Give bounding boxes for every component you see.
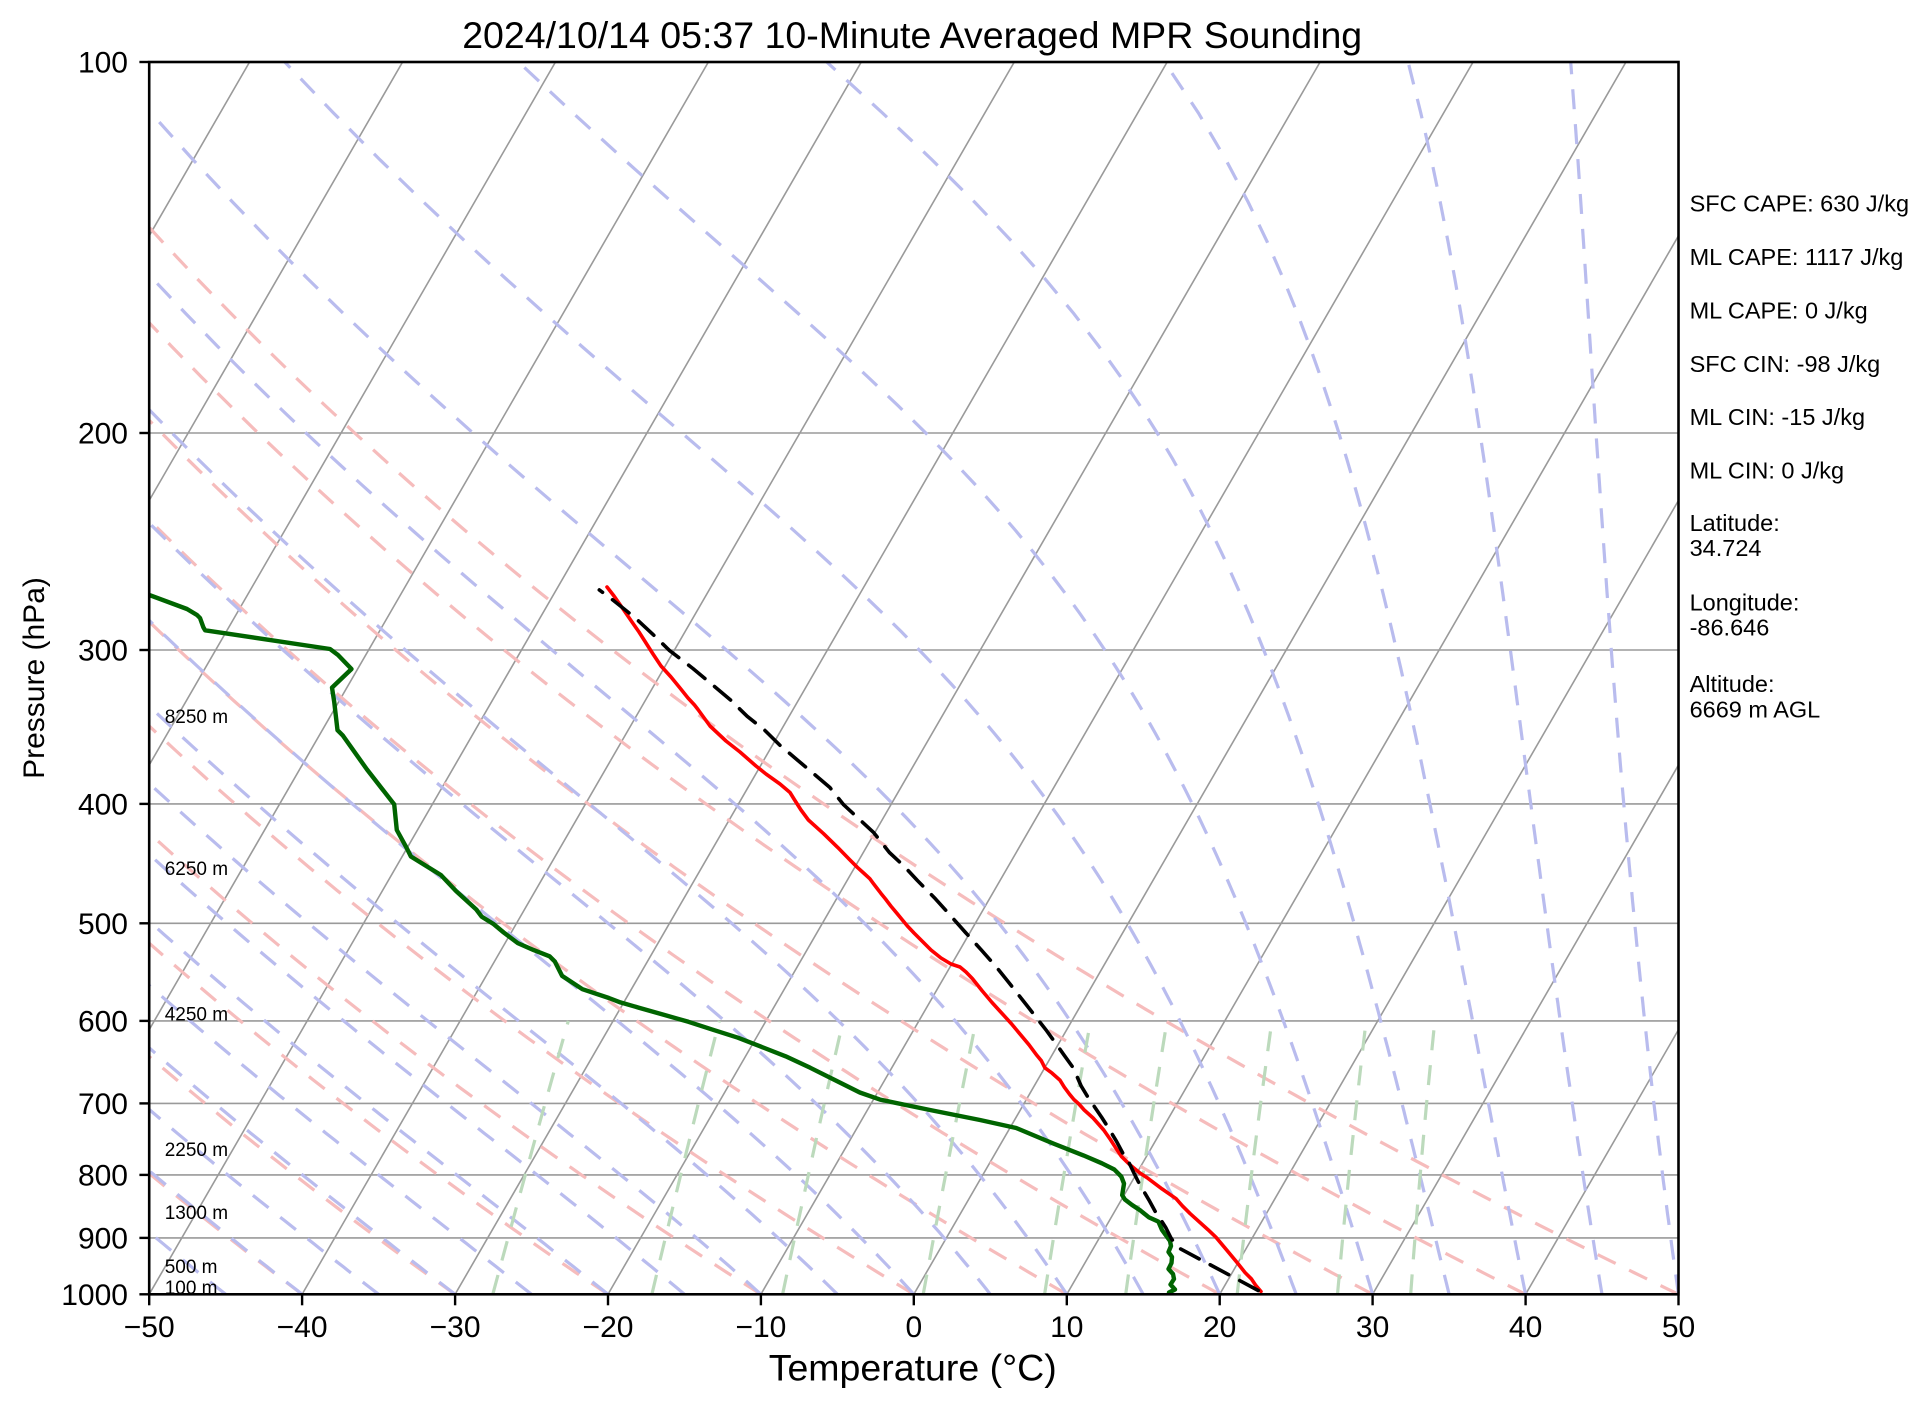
svg-text:SFC CAPE: 630 J/kg: SFC CAPE: 630 J/kg — [1690, 191, 1909, 217]
svg-text:10: 10 — [1050, 1311, 1083, 1344]
svg-text:20: 20 — [1203, 1311, 1236, 1344]
svg-text:6250 m: 6250 m — [165, 859, 228, 880]
svg-text:1300 m: 1300 m — [165, 1203, 228, 1224]
svg-text:40: 40 — [1509, 1311, 1542, 1344]
svg-text:0: 0 — [905, 1311, 922, 1344]
svg-text:ML CIN: -15 J/kg: ML CIN: -15 J/kg — [1690, 404, 1865, 430]
svg-text:34.724: 34.724 — [1690, 535, 1762, 561]
svg-text:−50: −50 — [124, 1311, 175, 1344]
svg-text:4250 m: 4250 m — [165, 1005, 228, 1026]
svg-text:500 m: 500 m — [165, 1257, 218, 1278]
svg-text:2024/10/14 05:37 10-Minute Ave: 2024/10/14 05:37 10-Minute Averaged MPR … — [462, 14, 1362, 56]
svg-text:ML CAPE: 1117 J/kg: ML CAPE: 1117 J/kg — [1690, 244, 1904, 270]
svg-text:8250 m: 8250 m — [165, 707, 228, 728]
svg-text:-86.646: -86.646 — [1690, 615, 1770, 641]
svg-text:−20: −20 — [583, 1311, 634, 1344]
svg-text:800: 800 — [78, 1159, 128, 1192]
svg-text:200: 200 — [78, 418, 128, 451]
svg-text:100: 100 — [78, 47, 128, 80]
svg-text:2250 m: 2250 m — [165, 1140, 228, 1161]
svg-text:Longitude:: Longitude: — [1690, 589, 1800, 615]
svg-text:6669 m AGL: 6669 m AGL — [1690, 696, 1821, 722]
svg-text:−30: −30 — [430, 1311, 481, 1344]
svg-text:1000: 1000 — [61, 1279, 128, 1312]
svg-text:Pressure (hPa): Pressure (hPa) — [18, 577, 51, 779]
svg-text:−10: −10 — [735, 1311, 786, 1344]
svg-text:50: 50 — [1662, 1311, 1695, 1344]
svg-text:ML CIN: 0 J/kg: ML CIN: 0 J/kg — [1690, 458, 1845, 484]
svg-text:100 m: 100 m — [165, 1278, 218, 1299]
svg-text:30: 30 — [1356, 1311, 1389, 1344]
svg-text:700: 700 — [78, 1088, 128, 1121]
svg-text:SFC CIN: -98 J/kg: SFC CIN: -98 J/kg — [1690, 351, 1881, 377]
svg-text:300: 300 — [78, 635, 128, 668]
svg-text:Latitude:: Latitude: — [1690, 510, 1780, 536]
svg-text:Temperature (°C): Temperature (°C) — [769, 1347, 1057, 1389]
svg-text:ML CAPE: 0 J/kg: ML CAPE: 0 J/kg — [1690, 297, 1868, 323]
svg-text:500: 500 — [78, 908, 128, 941]
svg-text:400: 400 — [78, 788, 128, 821]
svg-text:Altitude:: Altitude: — [1690, 671, 1775, 697]
svg-text:−40: −40 — [277, 1311, 328, 1344]
svg-text:600: 600 — [78, 1005, 128, 1038]
svg-text:900: 900 — [78, 1222, 128, 1255]
